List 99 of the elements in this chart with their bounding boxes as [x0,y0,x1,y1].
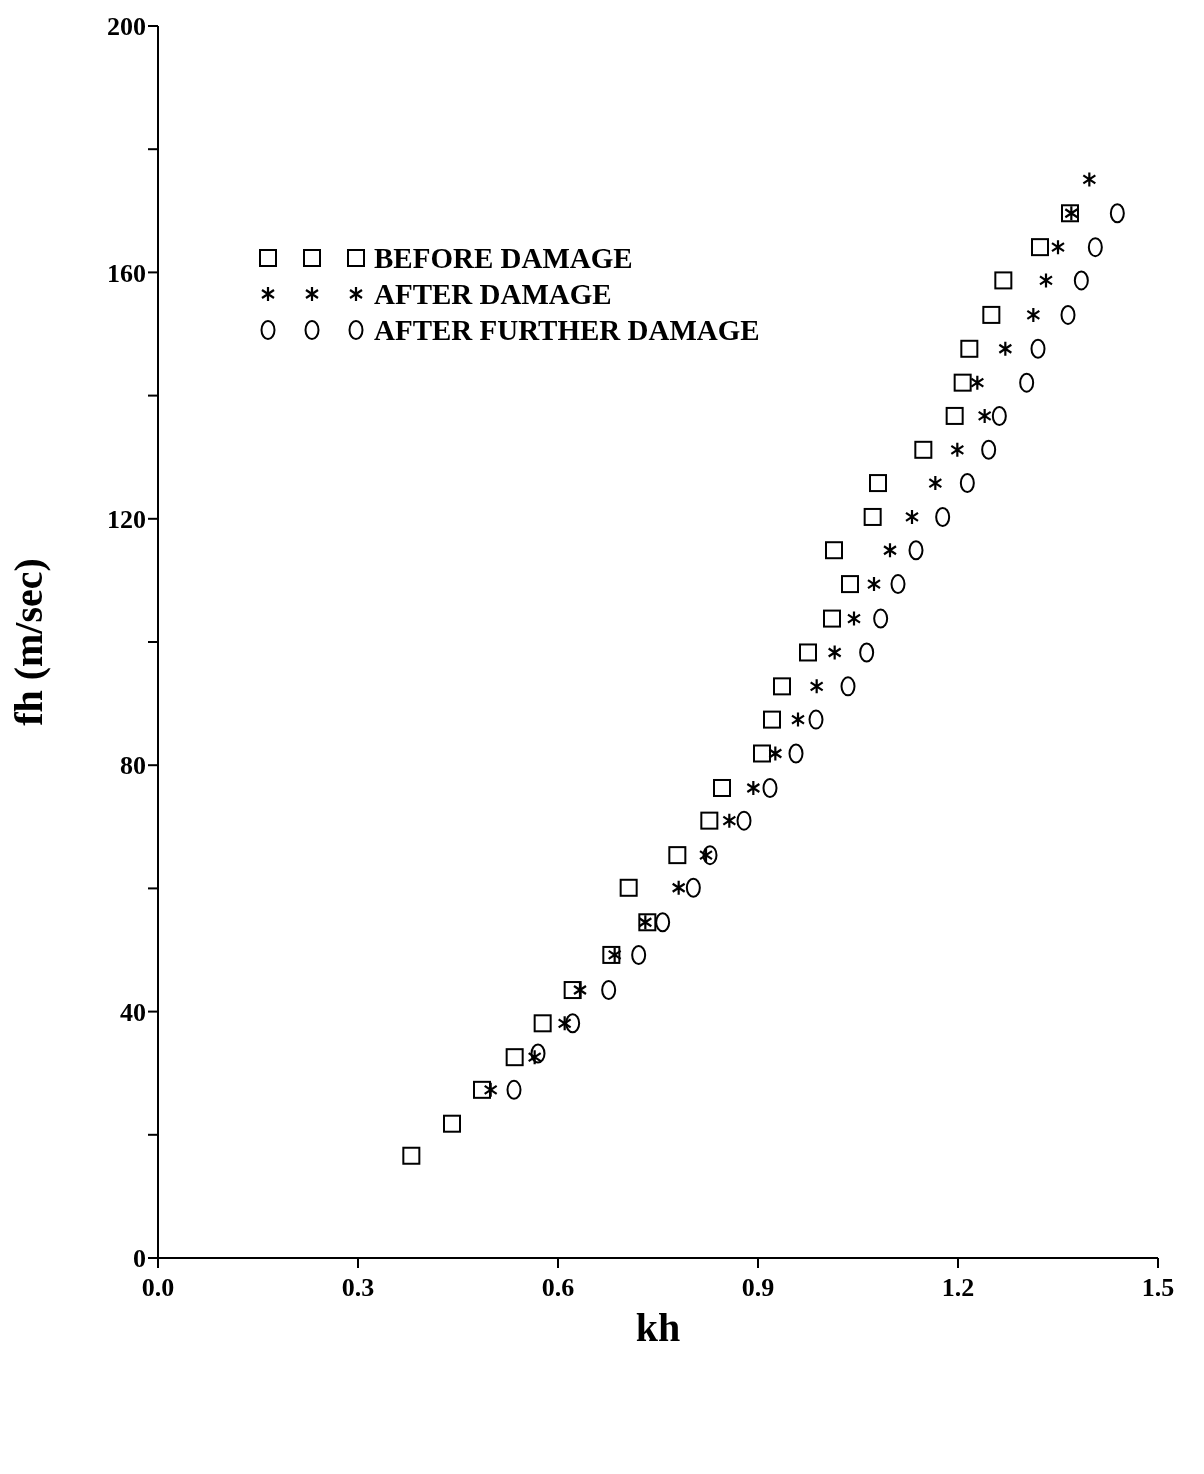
point [773,677,791,696]
point [722,812,737,829]
point [890,574,906,595]
point [928,474,943,492]
y-tick-label: 40 [120,997,146,1027]
point [904,508,920,526]
point [527,1049,542,1066]
point [631,944,647,965]
point [1060,304,1076,325]
point [607,946,622,964]
point [935,506,951,527]
point [882,542,898,559]
point [602,945,621,964]
point [994,271,1013,290]
point [914,440,933,459]
point [1038,272,1054,289]
point [763,710,781,729]
point [808,709,824,730]
point [443,1114,461,1133]
point [998,340,1013,357]
point [945,406,964,425]
x-tick-label: 0.6 [541,1273,575,1303]
point [982,305,1001,324]
point [1050,239,1066,256]
point [619,878,638,897]
point [685,877,701,898]
point [908,540,924,561]
point [840,676,856,697]
point [671,879,686,896]
point [1082,171,1097,188]
legend-label: BEFORE DAMAGE [374,241,633,275]
point [402,1146,421,1165]
point [768,745,783,762]
point [700,811,719,830]
point [959,473,975,494]
point [746,779,761,797]
point [698,847,714,864]
point [565,1013,581,1034]
point [736,810,752,831]
point [1109,203,1125,224]
point [702,845,718,866]
point [866,576,882,593]
x-axis-title: kh [635,1305,681,1351]
point [1019,372,1035,393]
point [970,374,985,391]
point [859,642,875,663]
point [563,981,582,1000]
point [483,1081,498,1098]
point [1030,338,1046,359]
point [530,1043,546,1064]
point [572,981,588,999]
point [960,339,979,358]
point [505,1048,524,1067]
point [823,609,841,628]
point [762,777,778,798]
point [799,643,817,662]
y-tick-label: 160 [107,258,146,288]
point [863,507,882,526]
point [713,778,731,797]
point [1087,237,1103,258]
point [790,711,806,728]
x-tick-label: 1.2 [941,1273,975,1303]
point [473,1080,491,1099]
point [753,744,771,763]
point [846,610,862,627]
point [827,644,842,661]
point [788,743,804,764]
y-tick-label: 120 [107,505,146,535]
point [506,1079,522,1100]
point [638,914,653,931]
legend-label: AFTER DAMAGE [374,277,612,311]
y-axis-title: fh (m/sec) [6,558,52,726]
y-tick-label: 0 [133,1244,146,1274]
point [841,575,859,594]
x-tick-label: 0.0 [141,1273,175,1303]
point [1026,306,1041,323]
point [950,441,965,458]
point [825,541,843,560]
x-tick-label: 0.9 [741,1273,775,1303]
x-tick-label: 1.5 [1141,1273,1175,1303]
point [668,846,687,865]
point [557,1015,572,1032]
point [981,439,997,460]
point [1031,238,1049,257]
point [638,913,657,932]
point [953,373,972,392]
point [533,1014,552,1033]
point [655,912,671,933]
x-tick-label: 0.3 [341,1273,375,1303]
point [809,678,824,695]
y-tick-label: 80 [120,751,146,781]
point [601,980,617,1001]
point [977,407,992,425]
point [873,608,889,629]
legend-label: AFTER FURTHER DAMAGE [374,313,760,347]
y-tick-label: 200 [107,12,146,42]
point [1073,270,1089,291]
point [869,474,887,493]
point [991,405,1007,426]
